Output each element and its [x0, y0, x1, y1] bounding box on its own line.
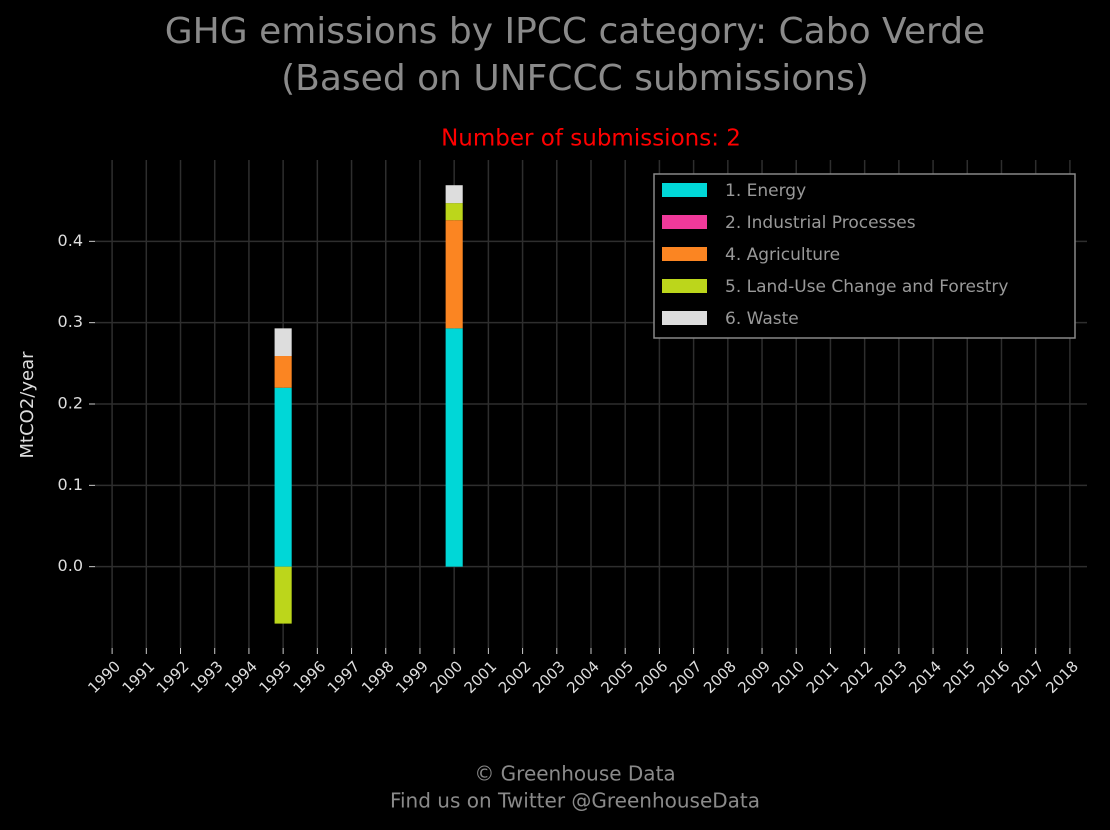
bars: [274, 185, 463, 624]
y-tick-label: 0.0: [58, 556, 83, 575]
footer: Find us on Twitter @GreenhouseData: [390, 789, 760, 813]
bar-segment: [274, 356, 292, 388]
bar-segment: [445, 220, 463, 329]
legend-swatch: [662, 183, 707, 197]
legend-swatch: [662, 311, 707, 325]
y-axis-label: MtCO2/year: [17, 351, 38, 459]
legend-label: 6. Waste: [725, 309, 799, 329]
bar-segment: [274, 387, 292, 567]
legend-swatch: [662, 279, 707, 293]
chart-title: GHG emissions by IPCC category: Cabo Ver…: [165, 11, 985, 52]
legend: 1. Energy 2. Industrial Processes 4. Agric…: [653, 173, 1076, 339]
legend-label: 4. Agriculture: [725, 245, 840, 265]
legend-box: [653, 173, 1076, 339]
bar-segment: [445, 328, 463, 567]
chart-subtitle: Number of submissions: 2: [441, 126, 741, 152]
legend-label: 1. Energy: [725, 181, 806, 201]
bar-segment: [274, 566, 292, 624]
y-tick-label: 0.1: [58, 475, 83, 494]
bar-segment: [274, 328, 292, 357]
footer: © Greenhouse Data: [474, 762, 675, 786]
y-tick-label: 0.2: [58, 394, 83, 413]
bar-segment: [445, 203, 463, 221]
bar-segment: [445, 185, 463, 204]
legend-label: 2. Industrial Processes: [725, 213, 916, 233]
legend-swatch: [662, 247, 707, 261]
legend-swatch: [662, 215, 707, 229]
y-tick-label: 0.3: [58, 312, 83, 331]
chart-title: (Based on UNFCCC submissions): [281, 58, 869, 99]
y-tick-label: 0.4: [58, 231, 83, 250]
legend-label: 5. Land-Use Change and Forestry: [725, 277, 1008, 297]
